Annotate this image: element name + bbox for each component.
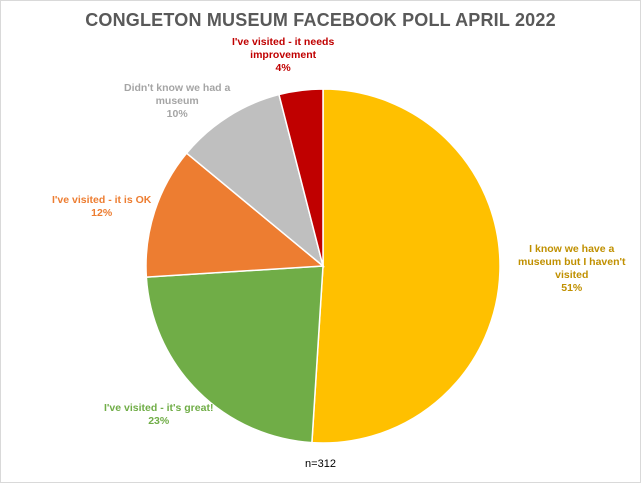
slice-didnt-know: [185, 93, 325, 269]
slice-percent: 4%: [275, 62, 291, 74]
slice-label-line: I've visited - it's great!: [104, 402, 214, 414]
sample-size-note: n=312: [305, 458, 336, 470]
slice-label-line: I've visited - it needs: [232, 36, 335, 48]
slice-visited-needs-improvement: [278, 88, 324, 267]
slice-percent: 12%: [91, 207, 113, 219]
slice-label-line: improvement: [250, 49, 317, 61]
slice-label-line: I know we have a: [529, 243, 615, 255]
chart-title: CONGLETON MUSEUM FACEBOOK POLL APRIL 202…: [85, 10, 556, 30]
slice-visited-great: [145, 265, 324, 444]
slice-percent: 10%: [166, 108, 188, 120]
slice-label-line: visited: [555, 269, 589, 281]
slice-percent: 23%: [148, 415, 170, 427]
slice-didnt-know-label: Didn't know we had a museum 10%: [124, 82, 230, 121]
slice-know-not-visited: [311, 88, 501, 444]
slice-visited-needs-improvement-label: I've visited - it needs improvement 4%: [232, 36, 334, 75]
slice-visited-ok-label: I've visited - it is OK 12%: [52, 194, 151, 220]
slice-label-line: I've visited - it is OK: [52, 194, 152, 206]
slice-know-not-visited-label: I know we have a museum but I haven't visi…: [518, 243, 626, 295]
slice-percent: 51%: [561, 282, 583, 294]
slice-label-line: Didn't know we had a: [124, 82, 231, 94]
slice-visited-great-label: I've visited - it's great! 23%: [104, 402, 213, 428]
slice-visited-ok: [145, 152, 325, 278]
slice-label-line: museum but I haven't: [518, 256, 626, 268]
slice-label-line: museum: [155, 95, 199, 107]
